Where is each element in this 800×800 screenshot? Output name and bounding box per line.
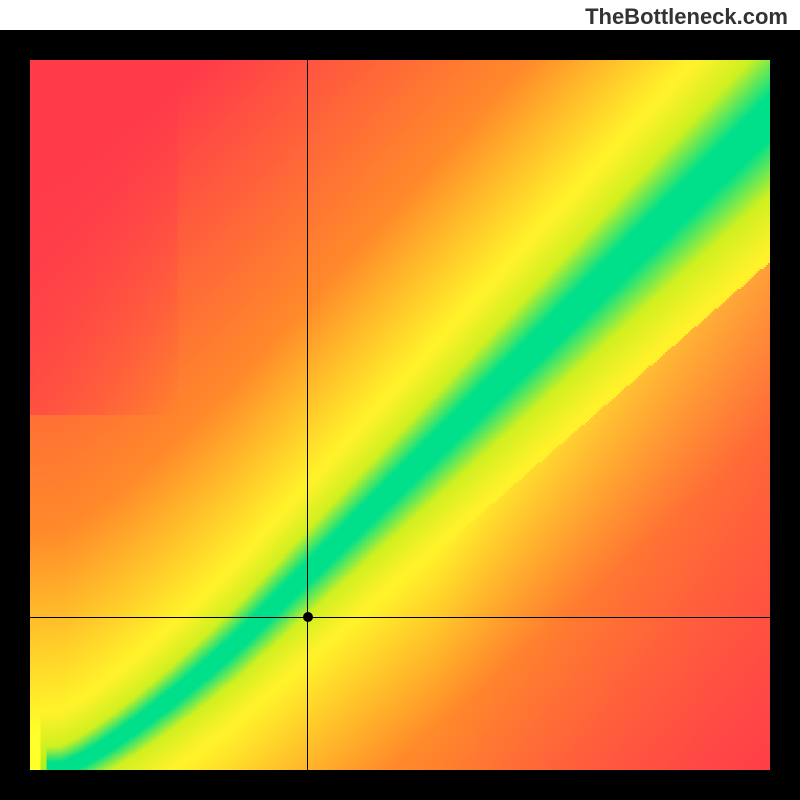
chart-container: TheBottleneck.com <box>0 0 800 800</box>
crosshair-vertical <box>307 60 309 770</box>
crosshair-marker <box>303 612 313 622</box>
heatmap-canvas <box>30 60 770 770</box>
crosshair-horizontal <box>30 617 770 619</box>
watermark-text: TheBottleneck.com <box>585 4 788 30</box>
plot-frame <box>0 30 800 800</box>
